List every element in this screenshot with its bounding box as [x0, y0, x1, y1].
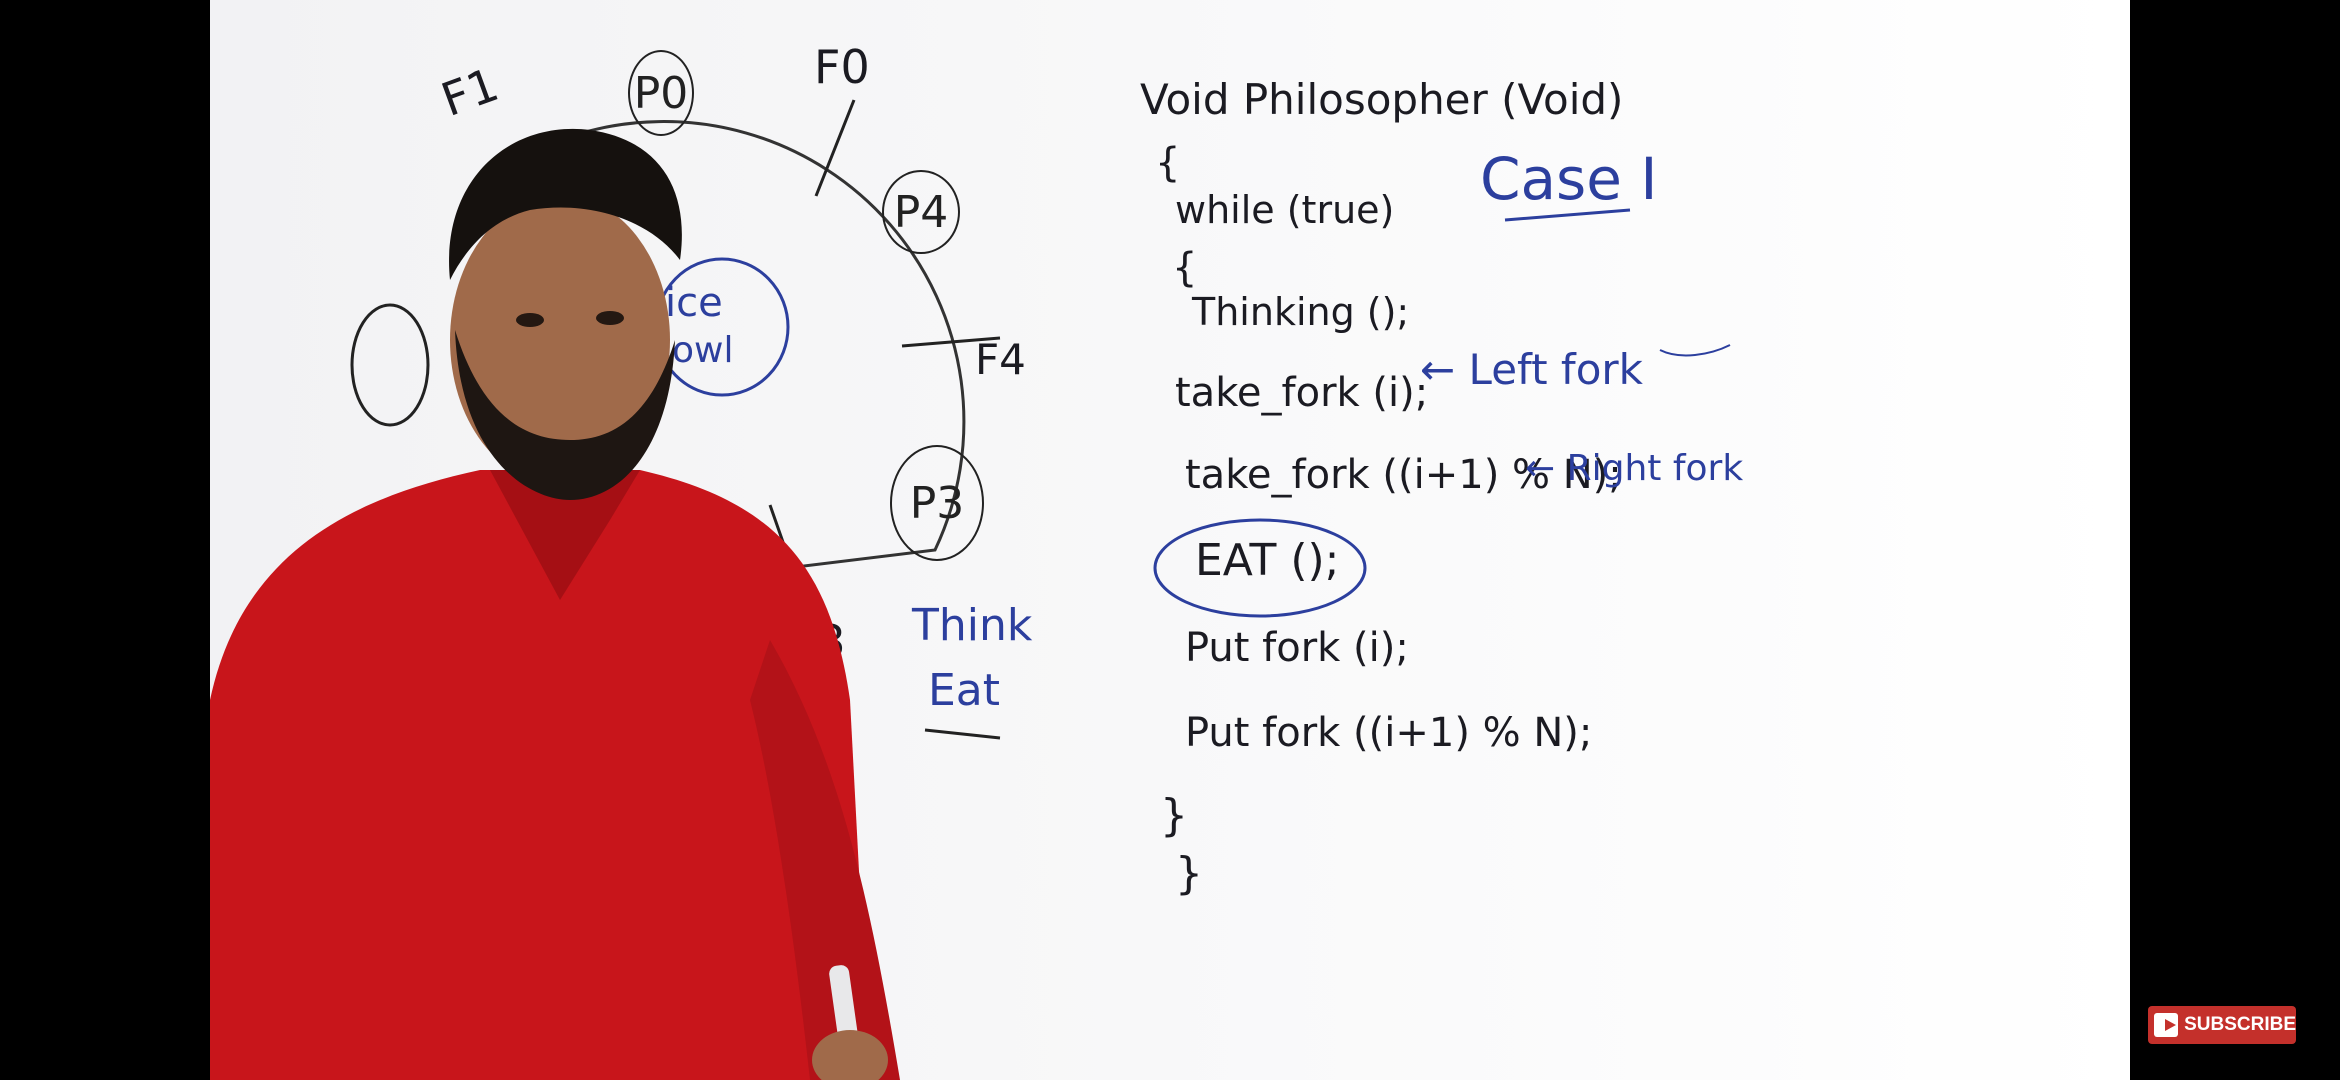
philosopher-p4: P4 [882, 170, 960, 254]
subscribe-label: SUBSCRIBE [2184, 1014, 2296, 1035]
code-line-function: Void Philosopher (Void) [1140, 75, 1624, 124]
fork-f0-label: F0 [814, 40, 870, 94]
code-line-brace-open-2: { [1172, 245, 1198, 291]
philosopher-p0-label: P0 [633, 67, 689, 119]
youtube-play-icon [2154, 1013, 2179, 1037]
philosopher-p4-label: P4 [893, 186, 949, 238]
annotation-left-fork: ← Left fork [1420, 345, 1643, 394]
video-frame[interactable]: P0 P4 P3 F1 F0 F4 F3 ice owl Think Eat C… [210, 0, 2130, 1080]
philosopher-p3: P3 [890, 445, 984, 561]
code-line-take-fork-right: take_fork ((i+1) % N); [1185, 452, 1622, 498]
code-line-put-fork-right: Put fork ((i+1) % N); [1185, 710, 1593, 756]
bowl-label-line1: ice [665, 280, 723, 326]
subscribe-button[interactable]: SUBSCRIBE [2148, 1006, 2296, 1044]
code-line-take-fork-left: take_fork (i); [1175, 370, 1429, 416]
note-think: Think [912, 600, 1033, 651]
code-line-brace-close-2: } [1175, 848, 1203, 899]
philosopher-p3-label: P3 [909, 477, 965, 529]
philosopher-p0: P0 [628, 50, 694, 136]
code-line-brace-open-1: { [1155, 140, 1181, 186]
code-line-eat: EAT (); [1195, 535, 1340, 586]
annotation-right-fork: ← Right fork [1525, 448, 1744, 489]
code-line-while: while (true) [1175, 188, 1395, 232]
code-line-put-fork-left: Put fork (i); [1185, 625, 1409, 671]
fork-f3-label: F3 [790, 615, 846, 669]
code-line-brace-close-1: } [1160, 790, 1188, 841]
case-label: Case I [1480, 145, 1658, 213]
note-eat: Eat [928, 665, 1001, 716]
code-line-thinking: Thinking (); [1192, 290, 1410, 334]
bowl-label-line2: owl [672, 330, 734, 371]
fork-f4-label: F4 [975, 335, 1026, 384]
